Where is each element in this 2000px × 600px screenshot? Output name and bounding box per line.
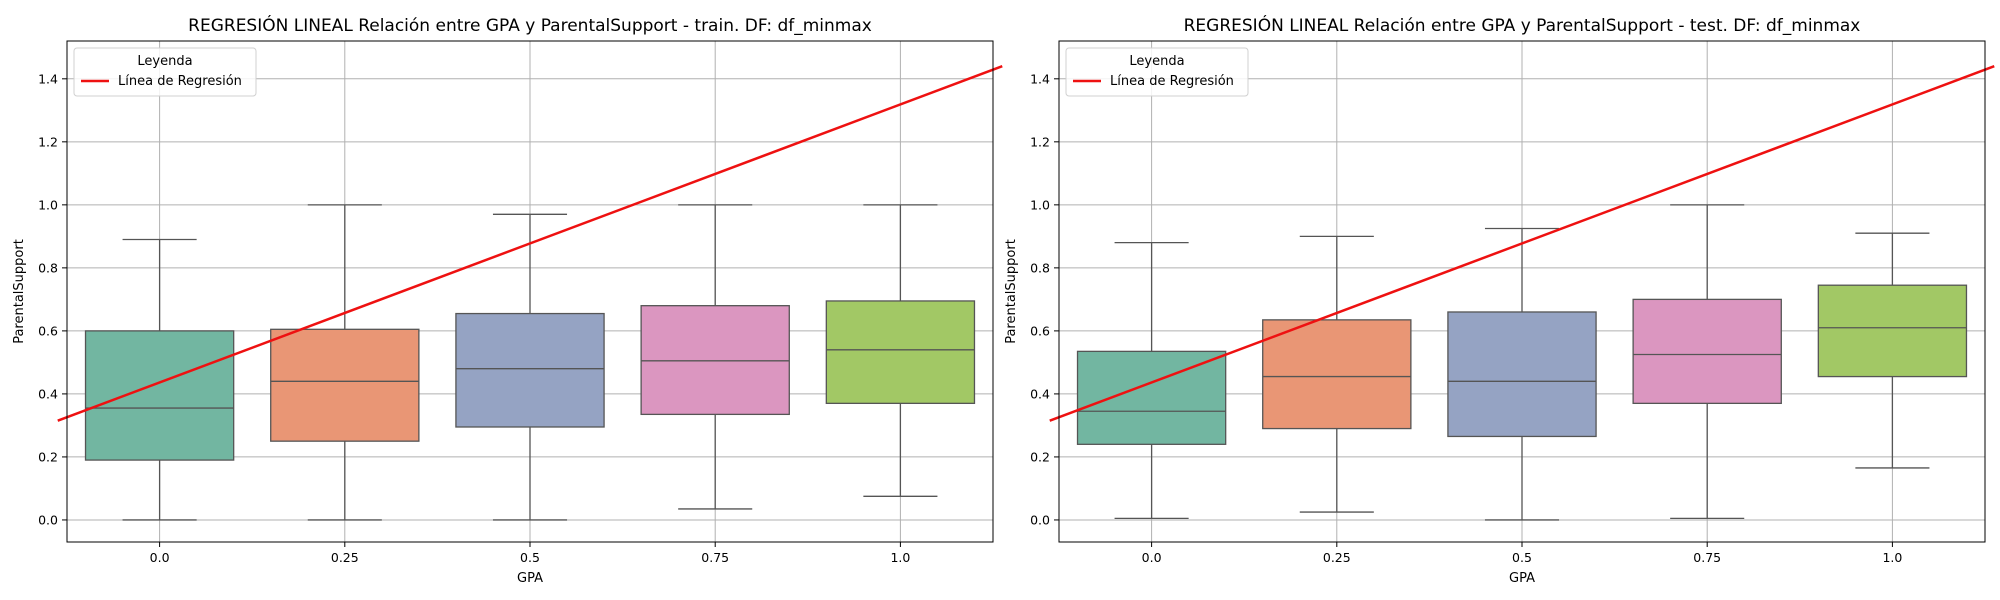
x-tick-label: 0.5 (1512, 550, 1532, 565)
box-iqr (1262, 319, 1412, 430)
legend-title: Leyenda (137, 54, 192, 69)
box-iqr (1632, 298, 1782, 405)
box-iqr (640, 305, 790, 416)
box-iqr (455, 312, 605, 428)
legend-entry: Línea de Regresión (118, 74, 242, 89)
regression-line (1049, 65, 1995, 422)
legend-entry: Línea de Regresión (1110, 74, 1234, 89)
x-tick-label: 0.25 (1323, 550, 1351, 565)
x-tick-label: 0.75 (1693, 550, 1721, 565)
y-tick-label: 0.8 (38, 260, 58, 275)
chart-panel-1: 0.0 0.25 0.5 0.75 1.0 0.0 0.2 0.4 0.6 0.8 1.0 1.2 1.… (12, 14, 1003, 586)
legend-title: Leyenda (1129, 54, 1184, 69)
x-axis-label: GPA (517, 571, 543, 586)
box-iqr (270, 328, 420, 442)
y-tick-label: 1.4 (38, 71, 58, 86)
y-tick-label: 1.2 (38, 134, 58, 149)
legend-box (1065, 47, 1249, 97)
box-iqr (84, 330, 235, 461)
box-iqr (1817, 284, 1968, 378)
y-tick-label: 0.4 (1030, 386, 1050, 401)
box-0.0 (1076, 242, 1227, 520)
regression-line (57, 65, 1003, 422)
box-0.0 (84, 238, 235, 521)
box-0.25 (1262, 235, 1412, 513)
y-tick-label: 1.0 (1030, 197, 1050, 212)
box-iqr (825, 300, 976, 405)
y-axis-label: ParentalSupport (1004, 239, 1019, 344)
box-iqr (1447, 311, 1597, 438)
x-tick-label: 0.75 (701, 550, 729, 565)
y-tick-label: 0.2 (1030, 449, 1050, 464)
y-tick-label: 1.0 (38, 197, 58, 212)
y-tick-label: 0.4 (38, 386, 58, 401)
y-tick-label: 0.2 (38, 449, 58, 464)
x-tick-label: 0.0 (1142, 550, 1162, 565)
y-tick-label: 0.8 (1030, 260, 1050, 275)
chart-title: REGRESIÓN LINEAL Relación entre GPA y Pa… (188, 14, 872, 36)
x-tick-label: 0.0 (150, 550, 170, 565)
y-tick-label: 1.4 (1030, 71, 1050, 86)
x-tick-label: 1.0 (890, 550, 910, 565)
box-1.0 (825, 204, 976, 497)
chart-panel-2: 0.0 0.25 0.5 0.75 1.0 0.0 0.2 0.4 0.6 0.8 1.0 1.2 1.… (1004, 14, 1995, 586)
chart-title: REGRESIÓN LINEAL Relación entre GPA y Pa… (1184, 14, 1861, 36)
legend: Leyenda Línea de Regresión (73, 47, 257, 97)
y-tick-label: 0.0 (38, 512, 58, 527)
x-tick-label: 0.25 (331, 550, 359, 565)
y-tick-label: 0.6 (38, 323, 58, 338)
box-iqr (1076, 350, 1227, 445)
y-tick-label: 0.6 (1030, 323, 1050, 338)
x-tick-label: 1.0 (1882, 550, 1902, 565)
box-0.25 (270, 204, 420, 521)
legend-box (73, 47, 257, 97)
y-tick-label: 1.2 (1030, 134, 1050, 149)
box-0.75 (640, 204, 790, 510)
box-1.0 (1817, 232, 1968, 469)
box-0.5 (1447, 227, 1597, 521)
box-0.75 (1632, 204, 1782, 520)
x-axis-label: GPA (1509, 571, 1535, 586)
y-axis-label: ParentalSupport (12, 239, 27, 344)
box-0.5 (455, 213, 605, 521)
y-tick-label: 0.0 (1030, 512, 1050, 527)
legend: Leyenda Línea de Regresión (1065, 47, 1249, 97)
x-tick-label: 0.5 (520, 550, 540, 565)
